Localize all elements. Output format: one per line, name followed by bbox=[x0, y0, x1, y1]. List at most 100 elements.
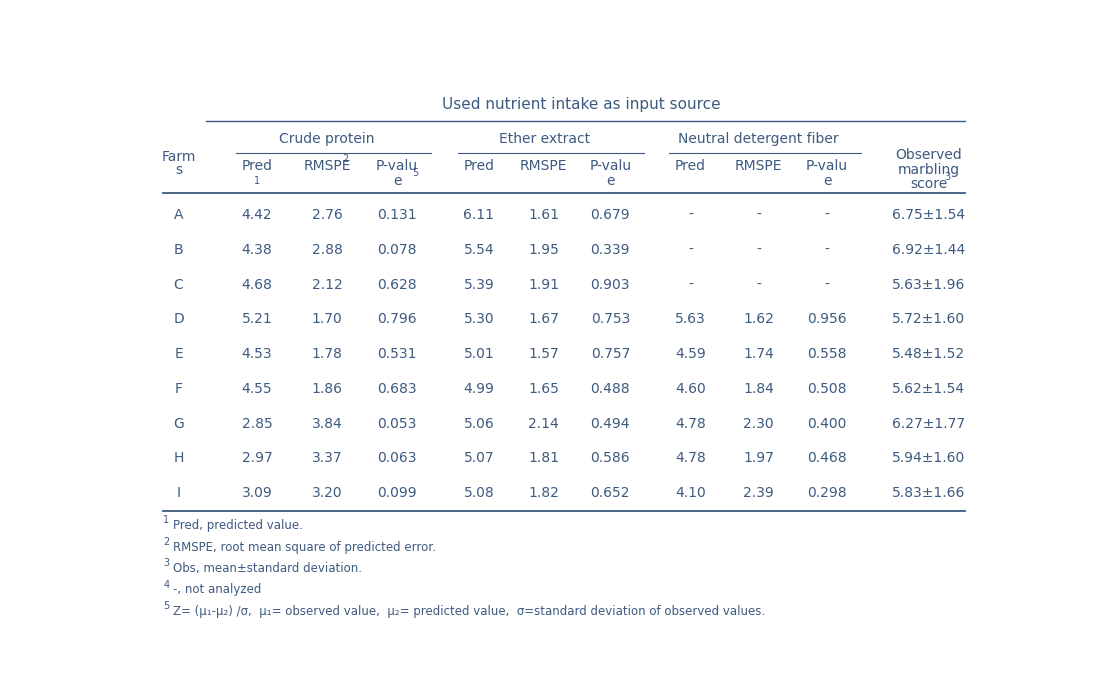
Text: -, not analyzed: -, not analyzed bbox=[174, 584, 262, 596]
Text: 0.956: 0.956 bbox=[807, 312, 847, 326]
Text: 2: 2 bbox=[163, 536, 170, 547]
Text: A: A bbox=[174, 208, 184, 222]
Text: 1.67: 1.67 bbox=[528, 312, 559, 326]
Text: 5.39: 5.39 bbox=[464, 278, 494, 291]
Text: 4.60: 4.60 bbox=[675, 382, 706, 396]
Text: s: s bbox=[175, 163, 182, 177]
Text: 1.81: 1.81 bbox=[528, 451, 559, 466]
Text: 5.94±1.60: 5.94±1.60 bbox=[892, 451, 966, 466]
Text: P-valu: P-valu bbox=[375, 159, 418, 173]
Text: 0.400: 0.400 bbox=[807, 416, 847, 431]
Text: 0.558: 0.558 bbox=[807, 347, 847, 361]
Text: 6.75±1.54: 6.75±1.54 bbox=[892, 208, 966, 222]
Text: score: score bbox=[911, 177, 947, 192]
Text: 4.68: 4.68 bbox=[241, 278, 273, 291]
Text: Pred, predicted value.: Pred, predicted value. bbox=[174, 519, 304, 532]
Text: 0.053: 0.053 bbox=[378, 416, 416, 431]
Text: Obs, mean±standard deviation.: Obs, mean±standard deviation. bbox=[174, 562, 362, 575]
Text: Pred: Pred bbox=[675, 159, 706, 173]
Text: I: I bbox=[176, 486, 181, 500]
Text: Farm: Farm bbox=[162, 150, 196, 164]
Text: 5.30: 5.30 bbox=[464, 312, 494, 326]
Text: 5.83±1.66: 5.83±1.66 bbox=[892, 486, 966, 500]
Text: Neutral detergent fiber: Neutral detergent fiber bbox=[678, 133, 839, 146]
Text: -: - bbox=[825, 278, 829, 291]
Text: -: - bbox=[688, 208, 693, 222]
Text: 0.757: 0.757 bbox=[590, 347, 630, 361]
Text: 0.679: 0.679 bbox=[590, 208, 630, 222]
Text: -: - bbox=[688, 243, 693, 257]
Text: B: B bbox=[174, 243, 184, 257]
Text: 1: 1 bbox=[254, 176, 260, 185]
Text: C: C bbox=[174, 278, 184, 291]
Text: 2.97: 2.97 bbox=[242, 451, 272, 466]
Text: 0.753: 0.753 bbox=[590, 312, 630, 326]
Text: 1.62: 1.62 bbox=[743, 312, 774, 326]
Text: 1.91: 1.91 bbox=[528, 278, 559, 291]
Text: 0.131: 0.131 bbox=[378, 208, 417, 222]
Text: 4.78: 4.78 bbox=[675, 451, 706, 466]
Text: -: - bbox=[756, 243, 761, 257]
Text: 3.84: 3.84 bbox=[312, 416, 342, 431]
Text: 5.07: 5.07 bbox=[464, 451, 494, 466]
Text: F: F bbox=[175, 382, 183, 396]
Text: 2.39: 2.39 bbox=[743, 486, 774, 500]
Text: 1.95: 1.95 bbox=[528, 243, 559, 257]
Text: 4.42: 4.42 bbox=[242, 208, 272, 222]
Text: 0.652: 0.652 bbox=[590, 486, 630, 500]
Text: 5.62±1.54: 5.62±1.54 bbox=[892, 382, 966, 396]
Text: 6.11: 6.11 bbox=[464, 208, 494, 222]
Text: 5.63±1.96: 5.63±1.96 bbox=[892, 278, 966, 291]
Text: Crude protein: Crude protein bbox=[280, 133, 374, 146]
Text: Z= (μ₁-μ₂) /σ,  μ₁= observed value,  μ₂= predicted value,  σ=standard deviation : Z= (μ₁-μ₂) /σ, μ₁= observed value, μ₂= p… bbox=[174, 604, 765, 618]
Text: -: - bbox=[825, 208, 829, 222]
Text: 6.27±1.77: 6.27±1.77 bbox=[892, 416, 966, 431]
Text: Pred: Pred bbox=[241, 159, 273, 173]
Text: 2: 2 bbox=[342, 153, 349, 164]
Text: -: - bbox=[688, 278, 693, 291]
Text: 5: 5 bbox=[163, 601, 170, 611]
Text: 1.97: 1.97 bbox=[743, 451, 774, 466]
Text: D: D bbox=[173, 312, 184, 326]
Text: 0.586: 0.586 bbox=[590, 451, 630, 466]
Text: 0.468: 0.468 bbox=[807, 451, 847, 466]
Text: 5.54: 5.54 bbox=[464, 243, 494, 257]
Text: 0.903: 0.903 bbox=[590, 278, 630, 291]
Text: 4.10: 4.10 bbox=[675, 486, 706, 500]
Text: 4.78: 4.78 bbox=[675, 416, 706, 431]
Text: 2.12: 2.12 bbox=[312, 278, 342, 291]
Text: 2.85: 2.85 bbox=[242, 416, 272, 431]
Text: 4.55: 4.55 bbox=[242, 382, 272, 396]
Text: 2.88: 2.88 bbox=[312, 243, 342, 257]
Text: 4.53: 4.53 bbox=[242, 347, 272, 361]
Text: 3.09: 3.09 bbox=[242, 486, 272, 500]
Text: 2.30: 2.30 bbox=[743, 416, 774, 431]
Text: 3: 3 bbox=[945, 172, 950, 182]
Text: 1.57: 1.57 bbox=[528, 347, 559, 361]
Text: E: E bbox=[174, 347, 183, 361]
Text: 2.14: 2.14 bbox=[528, 416, 559, 431]
Text: 0.531: 0.531 bbox=[378, 347, 417, 361]
Text: 0.099: 0.099 bbox=[378, 486, 417, 500]
Text: 2.76: 2.76 bbox=[312, 208, 342, 222]
Text: 1.65: 1.65 bbox=[528, 382, 559, 396]
Text: Used nutrient intake as input source: Used nutrient intake as input source bbox=[442, 97, 721, 112]
Text: Ether extract: Ether extract bbox=[499, 133, 590, 146]
Text: marbling: marbling bbox=[897, 163, 960, 177]
Text: 0.494: 0.494 bbox=[590, 416, 630, 431]
Text: 5.48±1.52: 5.48±1.52 bbox=[892, 347, 966, 361]
Text: RMSPE: RMSPE bbox=[735, 159, 783, 173]
Text: 0.298: 0.298 bbox=[807, 486, 847, 500]
Text: 1.61: 1.61 bbox=[528, 208, 559, 222]
Text: e: e bbox=[606, 174, 614, 187]
Text: -: - bbox=[825, 243, 829, 257]
Text: 4.99: 4.99 bbox=[464, 382, 494, 396]
Text: 5: 5 bbox=[413, 168, 418, 178]
Text: 1.84: 1.84 bbox=[743, 382, 774, 396]
Text: 4.59: 4.59 bbox=[675, 347, 706, 361]
Text: 1.74: 1.74 bbox=[743, 347, 774, 361]
Text: 0.683: 0.683 bbox=[378, 382, 417, 396]
Text: 6.92±1.44: 6.92±1.44 bbox=[892, 243, 966, 257]
Text: e: e bbox=[822, 174, 831, 187]
Text: 5.08: 5.08 bbox=[464, 486, 494, 500]
